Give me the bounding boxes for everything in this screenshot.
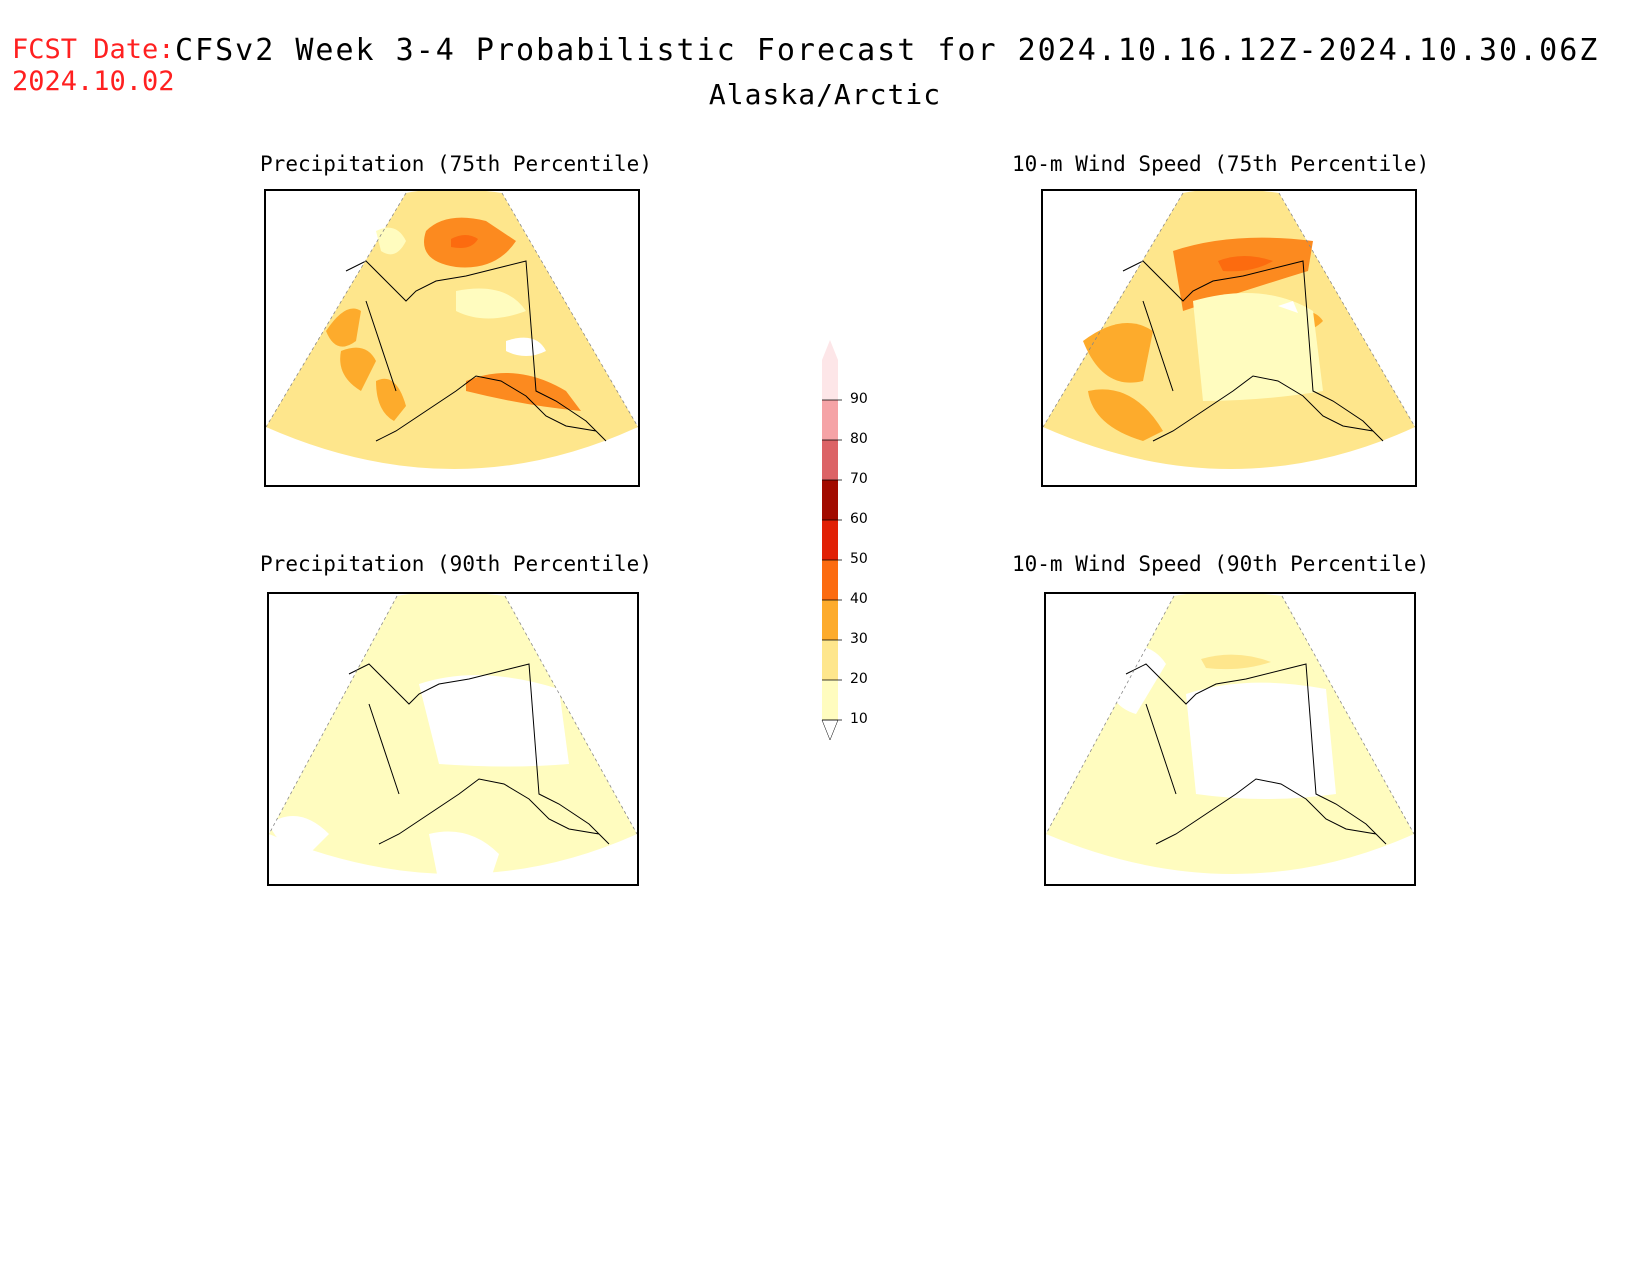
probability-contour-none [1105, 646, 1166, 714]
probability-contour-high [1173, 237, 1313, 311]
alaska-coastline [1125, 663, 1387, 845]
map-panel-precip-90 [267, 592, 639, 886]
colorbar-swatch [822, 600, 838, 640]
colorbar-swatch [822, 560, 838, 600]
colorbar [821, 340, 842, 741]
probability-contour-none [1278, 301, 1298, 313]
probability-contour-high [376, 378, 406, 421]
alaska-coastline [348, 663, 610, 845]
colorbar-swatch [822, 680, 838, 720]
colorbar-cap-bottom [821, 719, 839, 741]
probability-contour-none [269, 816, 329, 854]
probability-contour-low [456, 288, 526, 319]
probability-contour-low [1193, 293, 1323, 401]
alaska-coastline [345, 260, 607, 442]
map-panel-wind-75 [1041, 189, 1417, 487]
colorbar-swatch [822, 400, 838, 440]
alaska-coastline [1122, 260, 1384, 442]
colorbar-label: 50 [850, 551, 868, 567]
colorbar-swatch [822, 520, 838, 560]
colorbar-label: 90 [850, 391, 868, 407]
probability-contour-peak [1218, 256, 1273, 272]
colorbar-label: 40 [850, 591, 868, 607]
probability-contour-none [429, 831, 499, 884]
map-panel-precip-75 [264, 189, 640, 487]
colorbar-label: 70 [850, 471, 868, 487]
panel-title-wind-75: 10-m Wind Speed (75th Percentile) [1012, 152, 1430, 176]
map-precip-75 [266, 191, 638, 469]
probability-contour-high [1083, 323, 1153, 383]
probability-contour-high [326, 308, 361, 347]
probability-contour-high [340, 347, 376, 391]
colorbar-cap-top [822, 340, 838, 360]
colorbar-label: 60 [850, 511, 868, 527]
colorbar-label: 10 [850, 711, 868, 727]
probability-contour-none [1186, 682, 1336, 799]
panel-title-precip-75: Precipitation (75th Percentile) [260, 152, 652, 176]
colorbar-label: 30 [850, 631, 868, 647]
page-title: CFSv2 Week 3-4 Probabilistic Forecast fo… [175, 33, 1600, 68]
map-panel-wind-90 [1044, 592, 1416, 886]
probability-contour-none [419, 675, 569, 767]
probability-contour-low [376, 227, 406, 255]
probability-contour-high [1088, 389, 1163, 441]
colorbar-swatch [822, 440, 838, 480]
colorbar-swatch [822, 360, 838, 400]
probability-contour-high [466, 373, 581, 411]
colorbar-label: 80 [850, 431, 868, 447]
map-precip-90 [269, 594, 637, 884]
probability-contour-peak [451, 235, 478, 248]
forecast-date-block: FCST Date: 2024.10.02 [12, 34, 175, 98]
colorbar-swatch [822, 480, 838, 520]
region-subtitle: Alaska/Arctic [708, 78, 942, 111]
probability-contour-none [506, 337, 546, 356]
forecast-date-value: 2024.10.02 [12, 66, 175, 97]
panel-title-precip-90: Precipitation (90th Percentile) [260, 552, 652, 576]
panel-title-wind-90: 10-m Wind Speed (90th Percentile) [1012, 552, 1430, 576]
map-wind-75 [1043, 191, 1415, 469]
map-wind-90 [1046, 594, 1414, 874]
probability-contour-medium [1201, 654, 1271, 670]
colorbar-swatch [822, 640, 838, 680]
forecast-date-label: FCST Date: [12, 34, 175, 65]
colorbar-label: 20 [850, 671, 868, 687]
